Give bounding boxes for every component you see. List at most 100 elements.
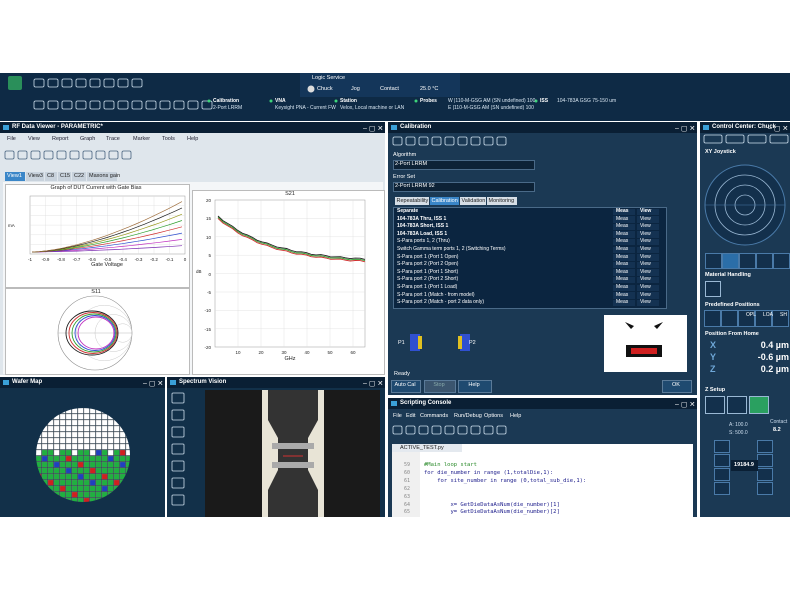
- status-text: Ready: [394, 371, 410, 377]
- calibration-step: S-Para port 2 (Port 2 Open): [397, 261, 459, 268]
- step-button-label[interactable]: Meas: [616, 238, 629, 245]
- dropdown-value[interactable]: 2-Port LRRM: [395, 160, 428, 167]
- die: [77, 443, 84, 450]
- step-button-label[interactable]: Meas: [616, 284, 629, 290]
- x-tick-label: 30: [281, 350, 287, 355]
- step-button-label[interactable]: View: [640, 208, 652, 214]
- step-button-label[interactable]: View: [640, 253, 651, 260]
- step-button-label[interactable]: Meas: [616, 291, 629, 298]
- die: [71, 431, 78, 438]
- step-button-label[interactable]: Meas: [616, 299, 629, 306]
- menu-item[interactable]: Run/Debug: [454, 413, 482, 419]
- step-button-label[interactable]: View: [640, 215, 651, 222]
- button[interactable]: OK: [672, 382, 680, 388]
- step-button-label[interactable]: View: [640, 261, 651, 268]
- line-number: 65: [403, 509, 410, 516]
- die: [89, 455, 96, 462]
- position-label[interactable]: OPL: [746, 312, 757, 318]
- z-value: 8.2: [773, 427, 781, 433]
- die: [107, 473, 114, 480]
- position-label[interactable]: SH: [780, 312, 787, 318]
- menu-item[interactable]: Options: [484, 413, 503, 419]
- die: [83, 449, 90, 456]
- step-button-label[interactable]: View: [640, 276, 651, 283]
- tab[interactable]: Validation: [461, 197, 486, 204]
- dropdown-value[interactable]: 2-Port LRRM 92: [395, 182, 435, 189]
- smith-trace: [74, 315, 116, 351]
- panel-title: Calibration: [400, 124, 432, 130]
- die: [36, 413, 42, 420]
- step-button-label[interactable]: View: [640, 299, 651, 306]
- probe-icon: [410, 334, 420, 351]
- step-button-label[interactable]: View: [640, 268, 651, 275]
- tab[interactable]: View3: [28, 173, 43, 179]
- tab[interactable]: Maxons gain: [89, 173, 121, 179]
- step-button-label[interactable]: View: [640, 246, 651, 252]
- step-button-label[interactable]: View: [640, 238, 651, 245]
- y-tick-label: 5: [208, 253, 211, 259]
- step-button-label[interactable]: View: [640, 223, 651, 230]
- button[interactable]: Auto Cal: [394, 382, 416, 388]
- tab[interactable]: Monitoring: [488, 197, 515, 204]
- menu-item[interactable]: Report: [52, 136, 69, 142]
- menu-item[interactable]: File: [393, 413, 402, 419]
- tab[interactable]: Calibration: [431, 197, 458, 204]
- die: [36, 461, 42, 468]
- menu-item[interactable]: Commands: [420, 413, 449, 419]
- step-button-label[interactable]: View: [640, 291, 651, 298]
- step-button-label[interactable]: Meas: [616, 268, 629, 275]
- menu-item[interactable]: Edit: [406, 413, 416, 419]
- contact-button[interactable]: Contact: [380, 86, 399, 92]
- menu-item[interactable]: Help: [510, 413, 522, 419]
- y-tick-label: 15: [205, 216, 211, 222]
- tab[interactable]: Repeatability: [396, 197, 429, 204]
- toolbar-icon: [108, 150, 119, 160]
- toolbar-icon: [483, 425, 494, 435]
- step-button-label[interactable]: Meas: [616, 253, 629, 260]
- button[interactable]: Stop: [433, 382, 445, 388]
- control-center-titlebar: [700, 122, 790, 133]
- tab[interactable]: C15: [60, 173, 71, 179]
- position-label[interactable]: LOA: [763, 312, 774, 318]
- die: [47, 408, 54, 414]
- step-button-label[interactable]: View: [640, 284, 651, 290]
- status-dot: [534, 99, 538, 103]
- step-button-label[interactable]: Meas: [616, 246, 629, 252]
- window-controls: – ▢ ✕: [363, 381, 383, 388]
- step-button-label[interactable]: Meas: [616, 230, 629, 237]
- calibration-step: S-Para port 2 (Port 2 Short): [397, 276, 459, 283]
- die: [65, 431, 72, 438]
- step-button-label[interactable]: Meas: [616, 261, 629, 268]
- die: [101, 497, 108, 502]
- die: [59, 431, 66, 438]
- menu-item[interactable]: Trace: [106, 136, 120, 142]
- step-button-label[interactable]: Meas: [616, 215, 629, 222]
- toolbar-icon: [470, 425, 481, 435]
- menu-item[interactable]: Help: [187, 136, 199, 142]
- die: [47, 491, 54, 498]
- menu-item[interactable]: Graph: [80, 136, 96, 142]
- die: [77, 491, 84, 498]
- menu-item[interactable]: View: [28, 136, 40, 142]
- step-button: [637, 284, 659, 291]
- step-button-label[interactable]: Meas: [616, 208, 629, 214]
- y-tick-label: -20: [204, 345, 211, 351]
- tab[interactable]: View1: [7, 173, 22, 179]
- tab[interactable]: C22: [74, 173, 85, 179]
- chuck-button[interactable]: Chuck: [317, 86, 333, 92]
- logic-service-box: [300, 73, 460, 97]
- tab[interactable]: C8: [47, 173, 55, 179]
- step-button-label[interactable]: View: [640, 230, 651, 237]
- button[interactable]: Help: [468, 382, 480, 388]
- die: [47, 413, 54, 420]
- jog-button[interactable]: Jog: [351, 86, 360, 92]
- step-button-label[interactable]: Meas: [616, 223, 629, 230]
- menu-item[interactable]: Tools: [162, 136, 175, 142]
- menu-item[interactable]: File: [7, 136, 16, 142]
- die: [83, 491, 90, 498]
- die: [125, 413, 130, 420]
- file-tab[interactable]: ACTIVE_TEST.py: [400, 445, 444, 451]
- step-button-label[interactable]: Meas: [616, 276, 629, 283]
- menu-item[interactable]: Marker: [133, 136, 151, 142]
